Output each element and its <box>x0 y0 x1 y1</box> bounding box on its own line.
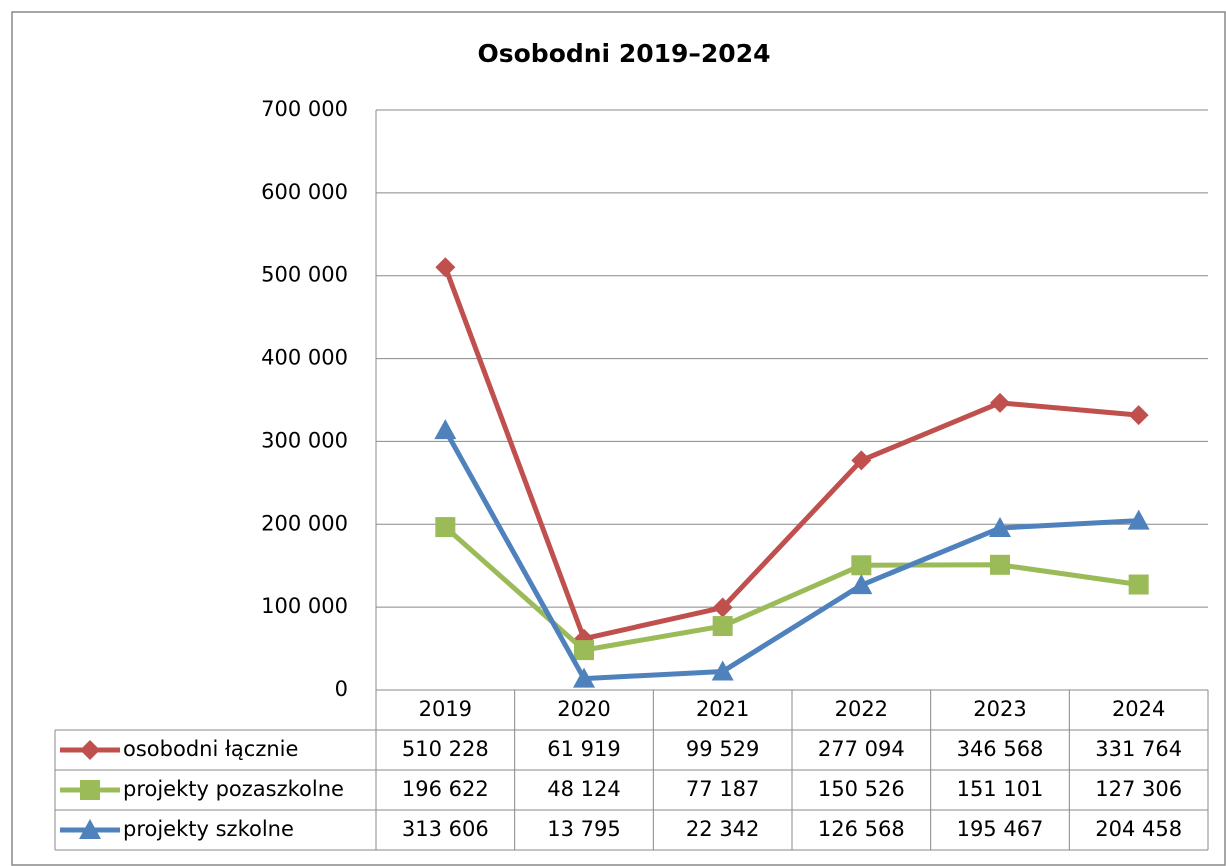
marker <box>711 660 734 681</box>
marker <box>435 257 456 278</box>
legend-marker <box>79 819 101 839</box>
marker <box>712 616 733 637</box>
y-tick-label: 500 000 <box>261 263 348 287</box>
marker <box>851 450 872 471</box>
y-tick-label: 200 000 <box>261 511 348 535</box>
table-value: 151 101 <box>957 777 1044 801</box>
legend-marker <box>80 740 100 760</box>
marker <box>574 640 594 661</box>
series-line <box>443 428 1139 682</box>
y-tick-label: 600 000 <box>261 180 348 204</box>
table-value: 204 458 <box>1095 817 1182 841</box>
series-line <box>442 266 1139 642</box>
marker <box>434 419 457 440</box>
x-tick-label: 2024 <box>1112 697 1165 721</box>
table-value: 126 568 <box>818 817 905 841</box>
table-value: 99 529 <box>686 737 759 761</box>
y-tick-label: 0 <box>335 677 348 701</box>
table-value: 510 228 <box>402 737 489 761</box>
x-tick-label: 2023 <box>973 697 1026 721</box>
x-tick-label: 2022 <box>835 697 888 721</box>
x-tick-label: 2019 <box>419 697 472 721</box>
y-tick-label: 100 000 <box>261 594 348 618</box>
marker <box>435 517 456 538</box>
chart-frame <box>11 11 1226 866</box>
table-value: 313 606 <box>402 817 489 841</box>
table-value: 331 764 <box>1095 737 1182 761</box>
marker <box>990 554 1010 575</box>
table-value: 13 795 <box>547 817 620 841</box>
legend-label: projekty pozaszkolne <box>123 777 344 801</box>
legend-marker <box>80 780 100 800</box>
table-value: 61 919 <box>547 737 620 761</box>
marker <box>573 667 595 688</box>
table-value: 196 622 <box>402 777 489 801</box>
table-value: 277 094 <box>818 737 905 761</box>
legend-label: projekty szkolne <box>123 817 294 841</box>
marker <box>989 517 1011 538</box>
marker <box>851 555 872 576</box>
series-line <box>443 525 1140 653</box>
marker <box>712 597 733 618</box>
marker <box>1128 405 1149 426</box>
table-value: 195 467 <box>957 817 1044 841</box>
table-value: 22 342 <box>686 817 759 841</box>
table-value: 127 306 <box>1095 777 1182 801</box>
table-value: 77 187 <box>686 777 759 801</box>
marker <box>1127 509 1150 530</box>
y-tick-label: 400 000 <box>261 346 348 370</box>
x-tick-label: 2021 <box>696 697 749 721</box>
marker <box>1128 574 1149 595</box>
y-tick-label: 700 000 <box>261 97 348 121</box>
table-value: 346 568 <box>957 737 1044 761</box>
marker <box>850 574 873 595</box>
marker <box>990 392 1010 413</box>
chart-title: Osobodni 2019–2024 <box>477 39 770 68</box>
table-value: 150 526 <box>818 777 905 801</box>
x-tick-label: 2020 <box>557 697 610 721</box>
table-value: 48 124 <box>547 777 620 801</box>
legend-label: osobodni łącznie <box>123 737 298 761</box>
y-tick-label: 300 000 <box>261 428 348 452</box>
